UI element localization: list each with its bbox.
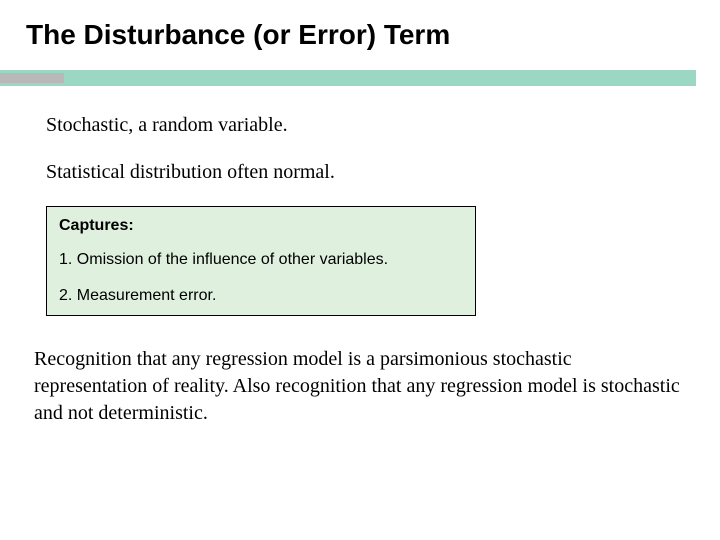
slide: The Disturbance (or Error) Term Stochast… xyxy=(0,0,720,540)
slide-title: The Disturbance (or Error) Term xyxy=(26,18,694,52)
accent-row xyxy=(0,70,720,86)
title-wrap: The Disturbance (or Error) Term xyxy=(0,0,720,62)
point-1: Stochastic, a random variable. xyxy=(46,112,684,139)
accent-bar-green xyxy=(0,70,696,86)
accent-bar-grey xyxy=(0,73,64,83)
captures-box: Captures: 1. Omission of the influence o… xyxy=(46,206,476,316)
point-2: Statistical distribution often normal. xyxy=(46,159,684,186)
closing-paragraph: Recognition that any regression model is… xyxy=(0,346,720,427)
captures-item-2: 2. Measurement error. xyxy=(47,279,475,315)
captures-item-1: 1. Omission of the influence of other va… xyxy=(47,243,475,279)
body: Stochastic, a random variable. Statistic… xyxy=(0,112,720,316)
captures-header: Captures: xyxy=(47,207,475,243)
